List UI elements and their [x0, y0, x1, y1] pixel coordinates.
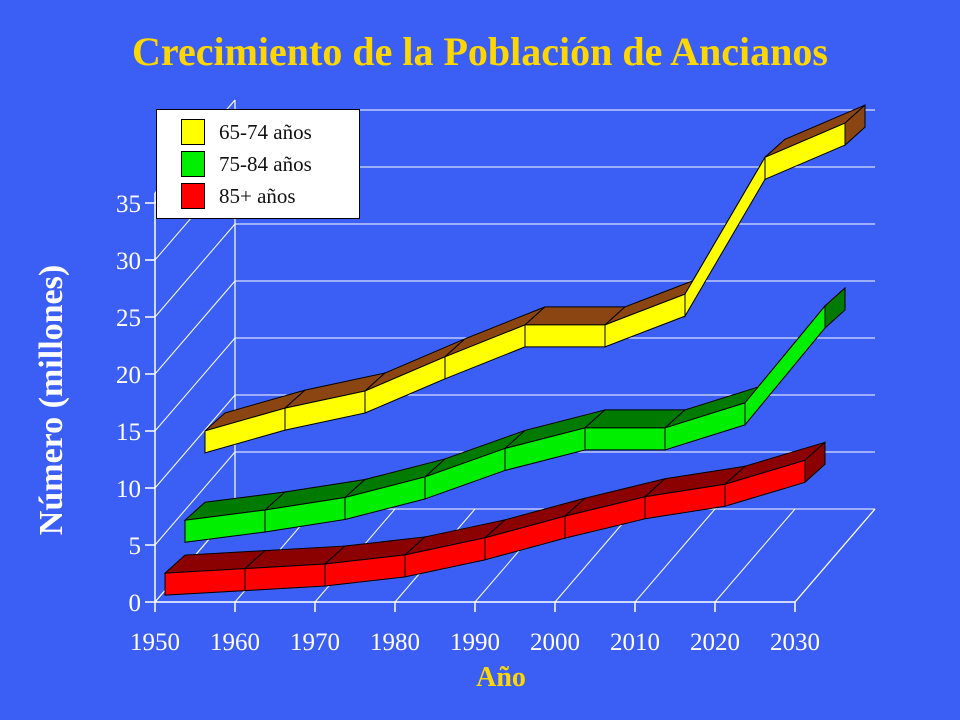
legend-entry: 85+ años — [181, 180, 359, 212]
data-segment — [524, 324, 606, 348]
x-gridline-floor — [634, 508, 716, 603]
x-gridline-floor — [714, 508, 796, 603]
y-tick-label: 20 — [116, 362, 141, 389]
series-ribbon-2 — [183, 286, 846, 543]
data-segment — [684, 155, 766, 318]
chart-axes: 0 5 10 15 20 25 30 35 1950 1960 1970 1980 1990 2000 20… — [116, 191, 820, 656]
legend-swatch — [181, 183, 205, 209]
legend-label: 85+ años — [219, 183, 296, 208]
data-segment — [244, 563, 326, 592]
legend-swatch — [181, 151, 205, 177]
x-tick-label: 1950 — [130, 629, 180, 656]
chart-ribbons — [163, 103, 866, 596]
ribbon-end-cap — [844, 103, 866, 147]
x-tick-label: 2000 — [530, 629, 580, 656]
y-gridline-side — [154, 394, 236, 489]
ribbon-end-cap — [824, 286, 846, 330]
legend-entry: 65-74 años — [181, 116, 359, 148]
y-tick-label: 15 — [116, 419, 141, 446]
y-gridline-side — [154, 337, 236, 432]
series-ribbon-1 — [204, 103, 866, 454]
y-gridline-side — [154, 451, 236, 546]
legend-entry: 75-84 años — [181, 148, 359, 180]
x-axis-label: Año — [476, 662, 526, 693]
x-tick-label: 2010 — [610, 629, 660, 656]
data-segment — [164, 568, 246, 596]
chart-title: Crecimiento de la Población de Ancianos — [132, 29, 828, 74]
legend-label: 75-84 años — [219, 151, 312, 176]
data-segment — [584, 427, 666, 451]
y-tick-label: 30 — [116, 248, 141, 275]
x-gridline-floor — [794, 508, 876, 603]
legend-swatch — [181, 119, 205, 145]
y-tick-label: 35 — [116, 191, 141, 218]
y-gridline-side — [154, 223, 236, 318]
legend: 65-74 años 75-84 años 85+ años — [156, 109, 360, 219]
x-tick-label: 1970 — [290, 629, 340, 656]
y-tick-label: 10 — [116, 476, 141, 503]
x-tick-label: 1960 — [210, 629, 260, 656]
y-gridline-side — [154, 280, 236, 375]
data-segment — [744, 304, 826, 427]
series-ribbon-3 — [163, 441, 826, 596]
y-tick-label: 25 — [116, 305, 141, 332]
y-tick-label: 5 — [129, 533, 142, 560]
y-tick-label: 0 — [129, 590, 142, 617]
ribbon-end-cap — [804, 441, 826, 484]
x-tick-label: 1980 — [370, 629, 420, 656]
x-tick-label: 1990 — [450, 629, 500, 656]
legend-label: 65-74 años — [219, 119, 312, 144]
x-tick-label: 2030 — [770, 629, 820, 656]
x-tick-label: 2020 — [690, 629, 740, 656]
